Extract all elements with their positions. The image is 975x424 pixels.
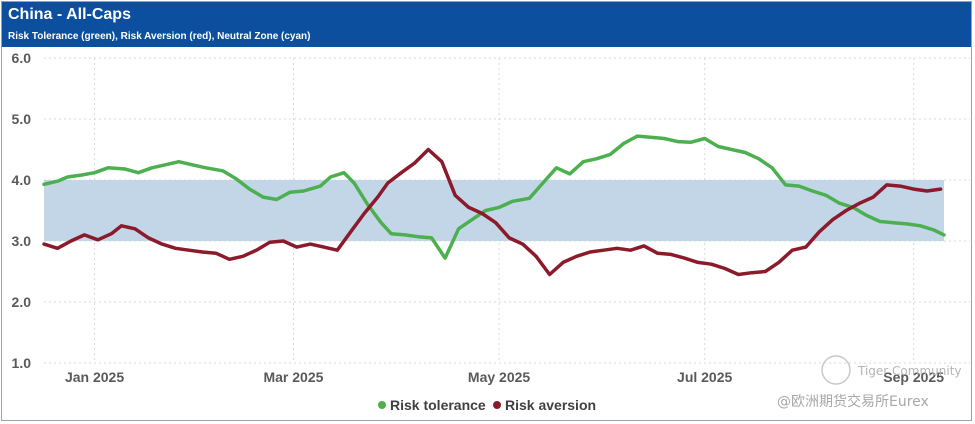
series-lines [42,134,946,277]
chart-title: China - All-Caps [8,6,131,23]
neutral-zone-band [44,180,944,241]
x-tick-label: May 2025 [468,369,530,385]
community-logo-icon [821,355,851,385]
y-tick-label: 2.0 [12,294,32,310]
series-line-risk-aversion [42,147,943,277]
chart-subtitle: Risk Tolerance (green), Risk Aversion (r… [8,31,311,42]
x-tick-label: Mar 2025 [263,369,323,385]
watermark: Tiger Community @欧洲期货交易所Eurex [777,355,962,410]
watermark-community: Tiger Community [857,364,962,378]
y-tick-label: 6.0 [12,50,32,66]
y-axis-ticks: 1.0 2.0 3.0 4.0 5.0 6.0 [12,50,32,371]
y-tick-label: 4.0 [12,172,32,188]
chart-header: China - All-Caps Risk Tolerance (green),… [2,2,971,47]
series-line-risk-tolerance [42,134,946,260]
legend[interactable]: Risk tolerance Risk aversion [378,397,596,413]
y-tick-label: 3.0 [12,233,32,249]
legend-marker-aversion [493,401,501,409]
y-tick-label: 5.0 [12,111,32,127]
x-tick-label: Jan 2025 [65,369,124,385]
x-axis-ticks: Jan 2025 Mar 2025 May 2025 Jul 2025 Sep 2025 [65,369,944,385]
legend-item-tolerance[interactable]: Risk tolerance [390,397,486,413]
legend-item-aversion[interactable]: Risk aversion [505,397,596,413]
watermark-brand: @欧洲期货交易所Eurex [777,393,929,410]
x-tick-label: Sep 2025 [883,369,944,385]
legend-marker-tolerance [378,401,386,409]
x-tick-label: Jul 2025 [677,369,732,385]
y-tick-label: 1.0 [12,355,32,371]
